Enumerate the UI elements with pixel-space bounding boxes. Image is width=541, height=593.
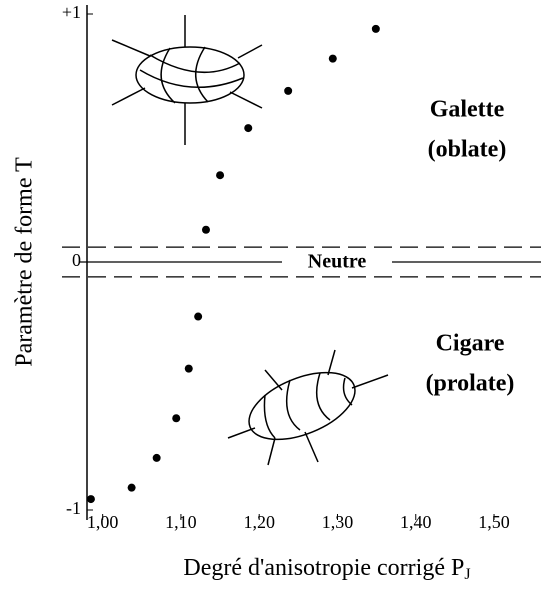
x-axis-label: Degré d'anisotropie corrigé PJ <box>183 555 470 583</box>
y-tick-label: +1 <box>62 2 81 22</box>
point <box>216 171 225 180</box>
point <box>371 24 380 33</box>
annotation: (oblate) <box>428 137 507 163</box>
point <box>194 312 203 321</box>
x-tick-label: 1,20 <box>243 512 275 532</box>
annotation: (prolate) <box>426 371 515 397</box>
point <box>184 364 193 373</box>
x-tick-label: 1,40 <box>400 512 432 532</box>
x-tick-label: 1,00 <box>87 512 119 532</box>
x-axis-label-subscript: J <box>464 566 470 583</box>
point <box>201 225 210 234</box>
y-tick-label: 0 <box>72 250 81 270</box>
label-background <box>282 251 392 273</box>
point <box>127 483 136 492</box>
point <box>328 54 337 63</box>
point <box>152 453 161 462</box>
point <box>284 86 293 95</box>
point <box>86 495 95 504</box>
annotation: Neutre <box>308 251 367 273</box>
point <box>244 124 253 133</box>
y-tick-label: -1 <box>66 498 81 518</box>
prolate-ellipsoid <box>227 349 389 466</box>
annotation: Cigare <box>436 331 505 357</box>
x-tick-label: 1,30 <box>322 512 354 532</box>
oblate-ellipsoid <box>111 15 263 145</box>
y-axis-label: Paramètre de forme T <box>12 157 38 367</box>
point <box>172 414 181 423</box>
x-axis-label-main: Degré d'anisotropie corrigé P <box>183 555 464 581</box>
x-tick-label: 1,50 <box>478 512 510 532</box>
x-tick-label: 1,10 <box>165 512 197 532</box>
annotation: Galette <box>430 97 505 123</box>
